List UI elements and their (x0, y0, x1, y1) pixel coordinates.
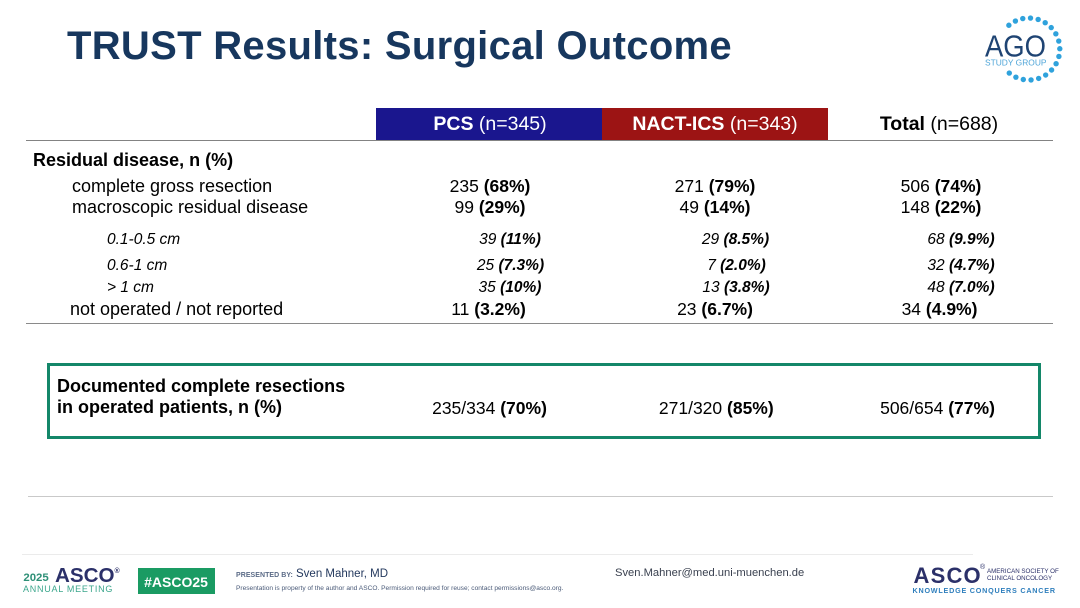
svg-text:AGO: AGO (985, 29, 1046, 64)
svg-text:STUDY GROUP: STUDY GROUP (985, 57, 1047, 67)
